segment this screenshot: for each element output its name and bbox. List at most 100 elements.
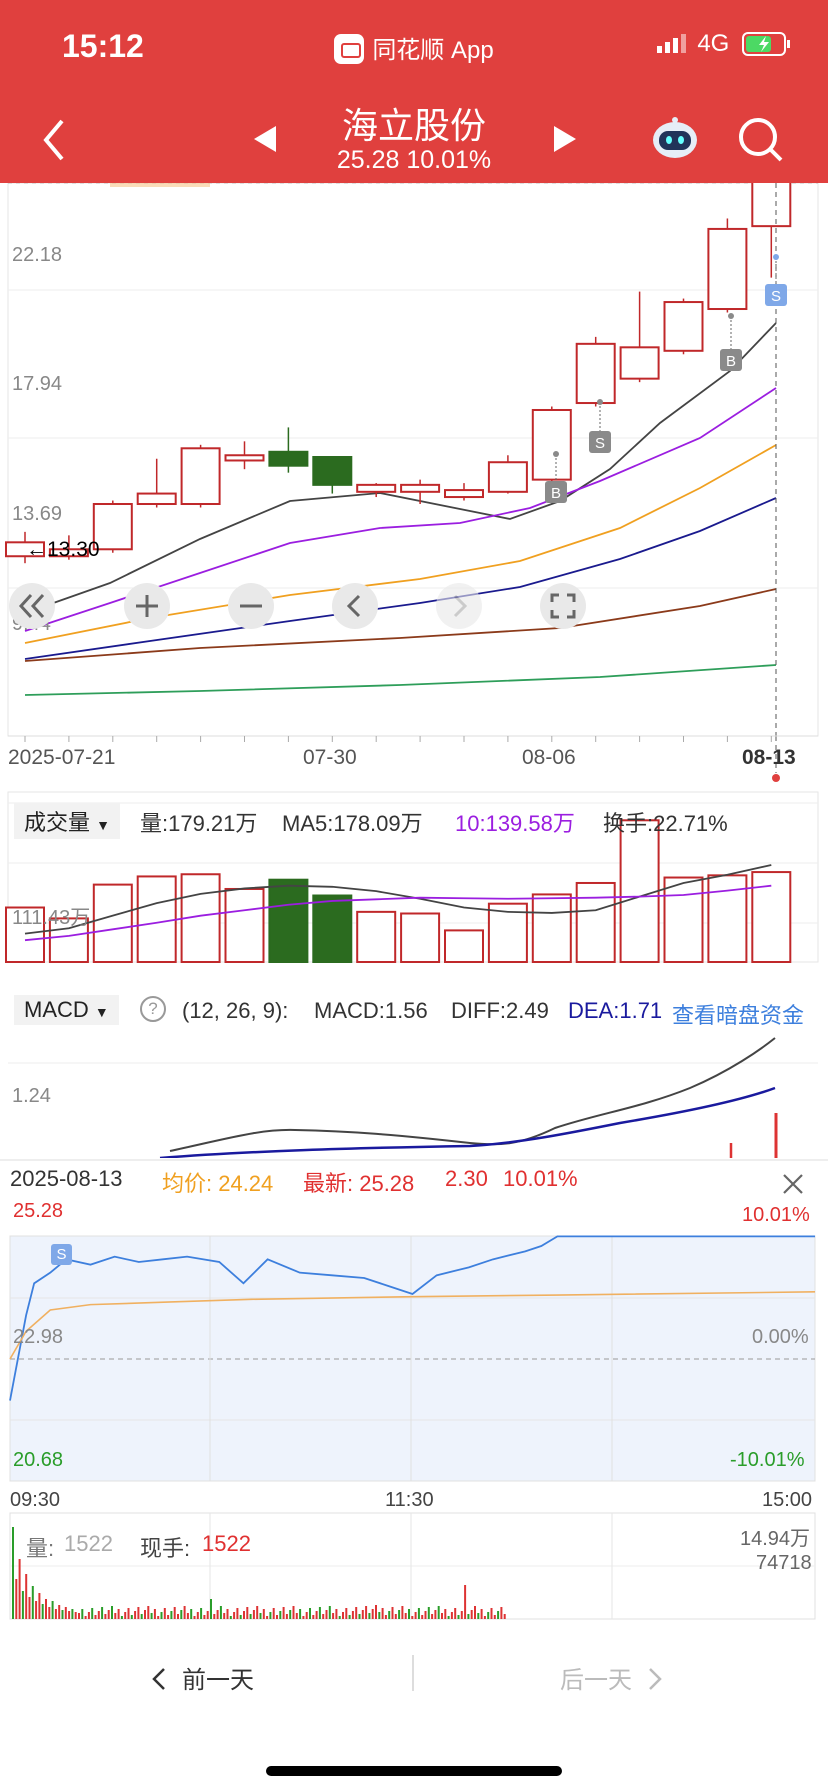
- candle[interactable]: [92, 500, 133, 553]
- volume-bar[interactable]: [663, 876, 704, 964]
- candle[interactable]: [136, 458, 177, 508]
- candle[interactable]: [575, 336, 616, 407]
- help-icon[interactable]: ?: [140, 996, 166, 1022]
- search-icon[interactable]: [738, 117, 784, 163]
- intraday-panel[interactable]: [0, 1158, 828, 1643]
- buy-marker[interactable]: B: [545, 451, 567, 503]
- kline-x-label: 07-30: [303, 746, 357, 769]
- intraday-volume-bar: [358, 1614, 361, 1619]
- candle[interactable]: [707, 218, 748, 313]
- sell-marker[interactable]: S: [589, 399, 611, 453]
- candle[interactable]: [356, 483, 397, 498]
- status-network: 4G: [656, 30, 792, 58]
- intraday-price-line: [9, 1235, 815, 1401]
- intraday-avg-line: [9, 1291, 816, 1360]
- intraday-high-price: 25.28: [13, 1200, 64, 1222]
- prev-stock-icon[interactable]: [252, 124, 278, 154]
- intraday-volume-bar: [460, 1611, 463, 1619]
- candle[interactable]: [312, 456, 353, 494]
- intraday-volume-bar: [447, 1616, 450, 1619]
- candle[interactable]: [268, 427, 309, 473]
- volume-bar[interactable]: [400, 912, 441, 963]
- intraday-volume-bar: [394, 1614, 397, 1619]
- intraday-volume-bar: [378, 1612, 381, 1619]
- candle[interactable]: [180, 444, 221, 508]
- marker-label: B: [726, 353, 736, 370]
- candle[interactable]: [487, 455, 528, 494]
- intraday-volume-bar: [269, 1612, 272, 1619]
- volume-indicator-select[interactable]: 成交量 ▼: [14, 803, 120, 839]
- candle[interactable]: [48, 535, 89, 560]
- candle[interactable]: [751, 183, 792, 278]
- volume-bar[interactable]: [356, 910, 397, 963]
- volume-panel[interactable]: [5, 791, 819, 964]
- intraday-pct: 10.01%: [503, 1166, 578, 1191]
- kline-panel[interactable]: S B S B: [5, 183, 819, 782]
- intraday-volume-bar: [239, 1615, 242, 1619]
- volume-bar[interactable]: [268, 878, 309, 964]
- dark-pool-link[interactable]: 查看暗盘资金: [672, 1003, 805, 1028]
- macd-indicator-select[interactable]: MACD ▼: [14, 995, 119, 1025]
- volume-bar[interactable]: [531, 893, 572, 963]
- candle[interactable]: [5, 531, 45, 564]
- close-icon[interactable]: [782, 1173, 804, 1195]
- volume-bar[interactable]: [619, 819, 660, 963]
- prev-day-label: 前一天: [182, 1667, 254, 1694]
- sell-marker[interactable]: S: [765, 254, 787, 306]
- candle[interactable]: [400, 479, 441, 505]
- volume-bar[interactable]: [92, 883, 133, 963]
- volume-bar[interactable]: [487, 902, 528, 963]
- intraday-volume-bar: [315, 1611, 318, 1619]
- intraday-hand-value: 1522: [202, 1531, 251, 1556]
- candle[interactable]: [531, 406, 572, 487]
- candle[interactable]: [663, 298, 704, 355]
- robot-assistant-icon[interactable]: [650, 114, 700, 162]
- volume-bar[interactable]: [136, 875, 177, 963]
- candle[interactable]: [224, 441, 265, 470]
- chevron-right-icon: [649, 1668, 662, 1690]
- scroll-right-button[interactable]: [436, 583, 482, 629]
- volume-bar[interactable]: [48, 917, 89, 964]
- bottom-nav: 前一天 后一天: [0, 1643, 828, 1723]
- intraday-volume-bar: [348, 1615, 351, 1619]
- volume-bar[interactable]: [224, 887, 265, 963]
- volume-bar[interactable]: [444, 929, 484, 964]
- kline-y-label: 13.69: [12, 503, 63, 525]
- fullscreen-button[interactable]: [540, 583, 586, 629]
- intraday-volume-bar: [243, 1611, 245, 1619]
- zoom-in-button[interactable]: [124, 583, 170, 629]
- next-day-button[interactable]: 后一天: [560, 1660, 664, 1695]
- intraday-sell-marker[interactable]: S: [51, 1244, 72, 1265]
- kline-y-label: 22.18: [12, 244, 63, 266]
- scroll-left-button[interactable]: [332, 583, 378, 629]
- volume-bar[interactable]: [312, 894, 353, 964]
- plus-icon: [136, 595, 158, 617]
- buy-marker[interactable]: B: [720, 313, 742, 371]
- intraday-volume-bar: [104, 1614, 107, 1619]
- intraday-hand-label: 现手:: [140, 1536, 191, 1561]
- stock-price-change: 25.28 10.01%: [336, 146, 492, 174]
- intraday-volume-bar: [338, 1616, 341, 1619]
- intraday-volume-bar: [414, 1612, 417, 1619]
- collapse-left-button[interactable]: [9, 583, 55, 629]
- intraday-volume-bar: [190, 1609, 193, 1619]
- intraday-volume-bar: [127, 1608, 130, 1619]
- intraday-volume-bar: [368, 1613, 371, 1619]
- next-stock-icon[interactable]: [552, 124, 578, 154]
- intraday-volume-bar: [41, 1604, 44, 1619]
- volume-bar[interactable]: [575, 881, 616, 963]
- macd-panel[interactable]: [8, 1013, 818, 1165]
- prev-day-button[interactable]: 前一天: [150, 1660, 254, 1695]
- intraday-prev-close: 22.98: [13, 1326, 64, 1348]
- intraday-volume-bar: [404, 1613, 407, 1619]
- zoom-out-button[interactable]: [228, 583, 274, 629]
- candle[interactable]: [444, 483, 484, 501]
- intraday-date: 2025-08-13: [10, 1166, 123, 1191]
- candle[interactable]: [619, 291, 660, 383]
- intraday-volume-bar: [500, 1607, 503, 1619]
- volume-bar[interactable]: [751, 871, 792, 964]
- back-icon[interactable]: [40, 117, 68, 163]
- volume-ma-line: [24, 864, 772, 935]
- intraday-volume-bar: [305, 1612, 308, 1619]
- volume-bar[interactable]: [5, 906, 45, 963]
